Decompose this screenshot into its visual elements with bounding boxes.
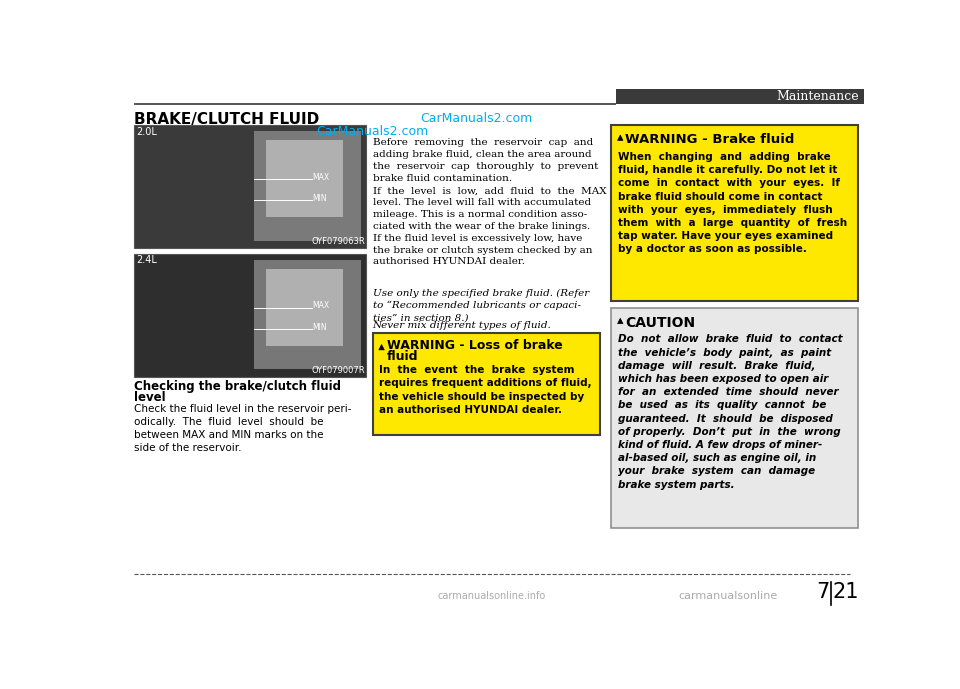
Bar — [254, 131, 361, 240]
Bar — [254, 260, 361, 369]
Text: WARNING - Brake fluid: WARNING - Brake fluid — [625, 133, 795, 146]
Text: level: level — [134, 391, 165, 404]
Bar — [612, 125, 858, 300]
Polygon shape — [617, 135, 623, 141]
Bar — [612, 308, 858, 528]
Text: Check the fluid level in the reservoir peri-
odically.  The  fluid  level  shoul: Check the fluid level in the reservoir p… — [134, 404, 351, 453]
Bar — [372, 333, 600, 435]
Text: When  changing  and  adding  brake
fluid, handle it carefully. Do not let it
com: When changing and adding brake fluid, ha… — [617, 152, 847, 254]
Text: MIN: MIN — [312, 323, 326, 332]
Text: 21: 21 — [833, 582, 859, 601]
Text: MAX: MAX — [312, 173, 329, 182]
Text: BRAKE/CLUTCH FLUID: BRAKE/CLUTCH FLUID — [134, 112, 319, 127]
Bar — [266, 269, 344, 346]
Text: fluid: fluid — [387, 350, 419, 363]
Text: WARNING - Loss of brake: WARNING - Loss of brake — [387, 339, 563, 352]
Bar — [814, 580, 856, 605]
Text: CAUTION: CAUTION — [625, 316, 695, 330]
Bar — [134, 125, 367, 248]
Text: 7: 7 — [817, 582, 829, 601]
Bar — [134, 254, 367, 377]
Polygon shape — [617, 318, 623, 324]
Text: OYF079063R: OYF079063R — [311, 237, 365, 246]
Text: Do  not  allow  brake  fluid  to  contact
the  vehicle’s  body  paint,  as  pain: Do not allow brake fluid to contact the … — [617, 334, 842, 490]
Text: Never mix different types of fluid.: Never mix different types of fluid. — [372, 321, 551, 331]
Text: If  the  level  is  low,  add  fluid  to  the  MAX
level. The level will fall wi: If the level is low, add fluid to the MA… — [372, 187, 607, 267]
Text: CarManuals2.com: CarManuals2.com — [420, 112, 533, 125]
Text: carmanualsonline: carmanualsonline — [678, 591, 778, 601]
Text: Maintenance: Maintenance — [777, 90, 859, 103]
Text: MAX: MAX — [312, 301, 329, 310]
Text: Before  removing  the  reservoir  cap  and
adding brake fluid, clean the area ar: Before removing the reservoir cap and ad… — [372, 138, 598, 183]
Bar — [616, 89, 864, 104]
Bar — [266, 141, 344, 218]
Text: carmanualsonline.info: carmanualsonline.info — [438, 591, 546, 601]
Text: 2.0L: 2.0L — [136, 127, 157, 136]
Text: Checking the brake/clutch fluid: Checking the brake/clutch fluid — [134, 380, 341, 393]
Text: Use only the specified brake fluid. (Refer
to “Recommended lubricants or capaci-: Use only the specified brake fluid. (Ref… — [372, 289, 588, 322]
Text: MIN: MIN — [312, 194, 326, 203]
Text: CarManuals2.com: CarManuals2.com — [317, 125, 429, 138]
Text: 2.4L: 2.4L — [136, 255, 157, 265]
Polygon shape — [379, 344, 384, 350]
Text: OYF079007R: OYF079007R — [311, 365, 365, 375]
Text: In  the  event  the  brake  system
requires frequent additions of fluid,
the veh: In the event the brake system requires f… — [379, 365, 591, 415]
